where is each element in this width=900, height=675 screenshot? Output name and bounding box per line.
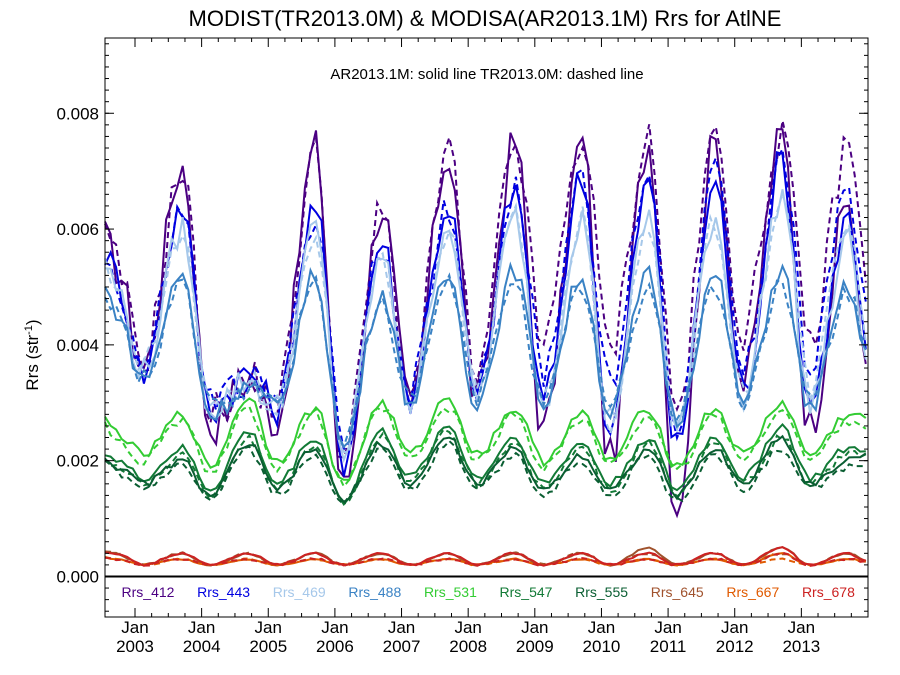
legend-entry: Rrs_531 <box>424 584 477 600</box>
y-axis-label-close: ) <box>23 319 42 325</box>
x-tick-month-label: Jan <box>521 618 548 637</box>
series-line-solid-rrs-678 <box>104 546 867 567</box>
series-line-dashed-rrs-531 <box>104 405 867 489</box>
series-line-dashed-rrs-469 <box>104 189 867 454</box>
series-line-solid-rrs-531 <box>104 397 867 481</box>
x-tick-year-label: 2009 <box>516 637 554 656</box>
series-line-dashed-rrs-443 <box>104 146 867 452</box>
plot-frame <box>104 37 869 618</box>
x-tick-month-label: Jan <box>588 618 615 637</box>
x-tick-year-label: 2006 <box>316 637 354 656</box>
y-tick-label: 0.004 <box>56 336 99 355</box>
x-tick-year-label: 2010 <box>583 637 621 656</box>
y-axis-label-text: Rrs (str <box>23 335 42 391</box>
x-tick-month-label: Jan <box>121 618 148 637</box>
x-tick-year-label: 2005 <box>249 637 287 656</box>
x-tick-month-label: Jan <box>721 618 748 637</box>
x-tick-year-label: 2013 <box>782 637 820 656</box>
x-tick-year-label: 2004 <box>183 637 221 656</box>
legend-entry: Rrs_443 <box>197 584 250 600</box>
x-tick-year-label: 2003 <box>116 637 154 656</box>
y-tick-label: 0.008 <box>56 104 99 123</box>
x-tick-month-label: Jan <box>321 618 348 637</box>
x-tick-year-label: 2007 <box>383 637 421 656</box>
series-line-dashed-rrs-488 <box>104 272 867 450</box>
legend-entry: Rrs_667 <box>726 584 779 600</box>
x-tick-year-label: 2011 <box>650 637 687 656</box>
x-tick-month-label: Jan <box>654 618 681 637</box>
series-layer <box>104 120 867 567</box>
legend-entry: Rrs_645 <box>651 584 704 600</box>
legend-entry: Rrs_412 <box>122 584 175 600</box>
x-tick-year-label: 2008 <box>449 637 487 656</box>
series-line-dashed-rrs-412 <box>104 120 867 459</box>
legend-entry: Rrs_678 <box>802 584 855 600</box>
legend-entry: Rrs_555 <box>575 584 628 600</box>
y-axis-label-superscript: -1 <box>23 325 35 335</box>
legend-entry: Rrs_488 <box>348 584 401 600</box>
series-line-solid-rrs-555 <box>104 434 867 503</box>
x-tick-month-label: Jan <box>388 618 415 637</box>
x-tick-month-label: Jan <box>255 618 282 637</box>
y-axis-label: Rrs (str-1) <box>23 319 42 390</box>
series-line-solid-rrs-488 <box>104 261 867 449</box>
y-tick-label: 0.006 <box>56 220 99 239</box>
x-tick-month-label: Jan <box>188 618 215 637</box>
x-tick-month-label: Jan <box>788 618 815 637</box>
x-tick-month-label: Jan <box>454 618 481 637</box>
series-line-solid-rrs-469 <box>104 189 867 464</box>
legend-entry: Rrs_547 <box>500 584 553 600</box>
series-line-solid-rrs-443 <box>104 151 867 477</box>
series-line-solid-rrs-547 <box>104 423 866 507</box>
y-tick-label: 0.002 <box>56 452 99 471</box>
chart-title: MODIST(TR2013.0M) & MODISA(AR2013.1M) Rr… <box>189 6 782 31</box>
x-tick-year-label: 2012 <box>716 637 754 656</box>
y-tick-label: 0.000 <box>56 567 99 586</box>
y-axis-ticks: 0.000 0.002 0.004 0.006 0.008 <box>56 43 868 612</box>
line-style-annotation: AR2013.1M: solid line TR2013.0M: dashed … <box>330 66 643 83</box>
x-axis-ticks: Jan2003Jan2004Jan2005Jan2006Jan2007Jan20… <box>116 38 852 656</box>
legend: Rrs_412 Rrs_443 Rrs_469 Rrs_488 Rrs_531 Rrs_5… <box>122 584 856 600</box>
legend-entry: Rrs_469 <box>273 584 326 600</box>
